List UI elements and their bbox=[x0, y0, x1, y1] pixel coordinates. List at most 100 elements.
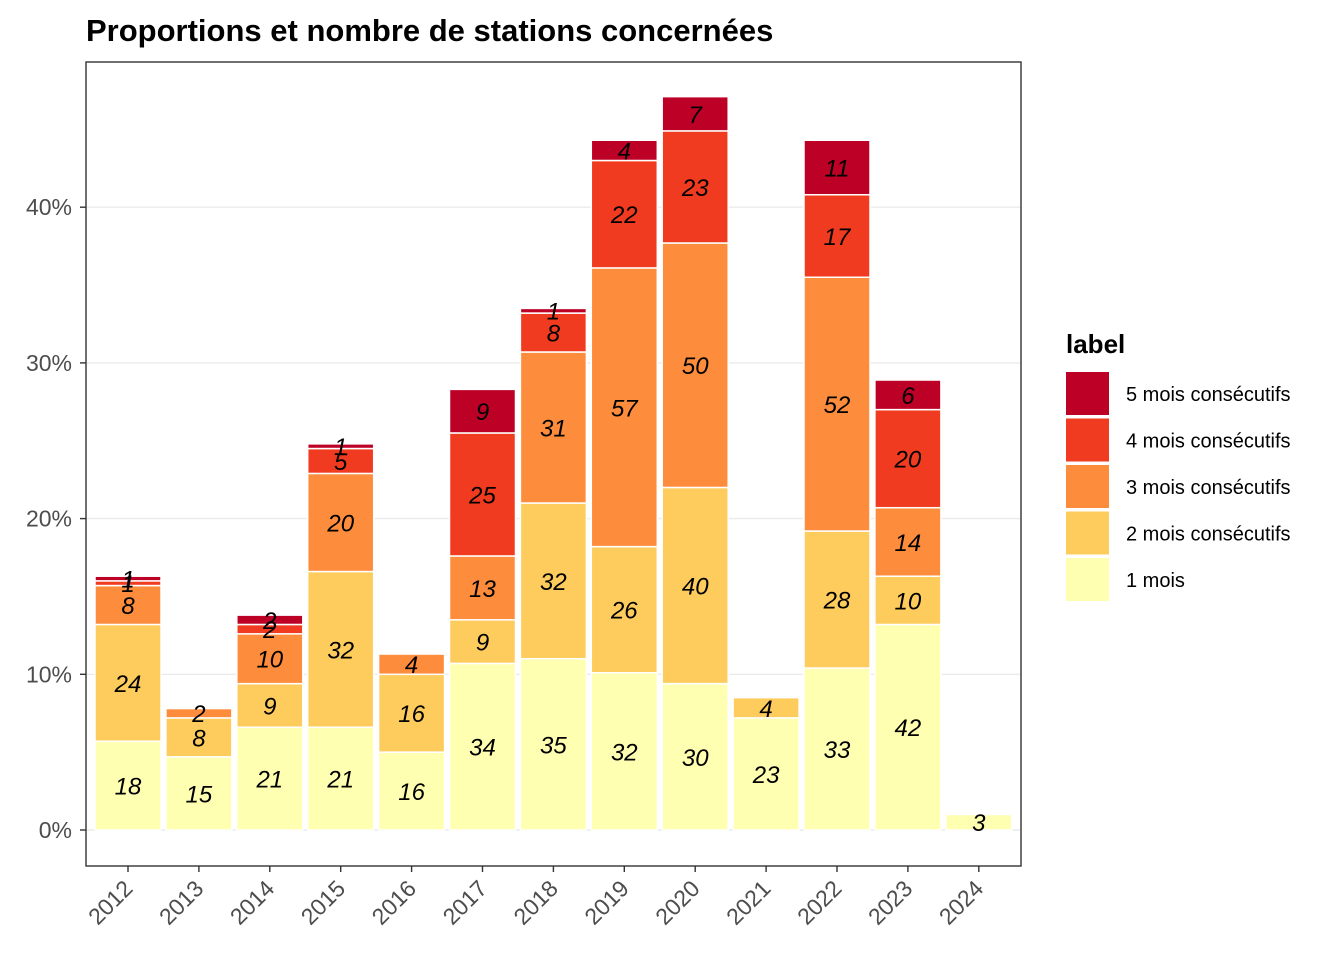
data-label-2023-series-4: 6 bbox=[901, 383, 915, 410]
y-tick-label-1: 10% bbox=[26, 661, 72, 687]
bar-2018-series-3 bbox=[519, 312, 588, 353]
data-label-2014-series-2: 10 bbox=[256, 647, 283, 674]
data-label-2012-series-3: 1 bbox=[121, 571, 134, 598]
data-label-2017-series-3: 25 bbox=[468, 482, 496, 509]
x-axis: 2012 2013 2014 2015 2016 2017 2018 2019 2020 2021… bbox=[83, 866, 989, 930]
data-label-2017-series-4: 9 bbox=[476, 399, 489, 426]
data-label-2023-series-0: 42 bbox=[895, 715, 922, 742]
chart-title: Proportions et nombre de stations concer… bbox=[86, 13, 773, 48]
legend-title: label bbox=[1066, 329, 1125, 359]
x-tick-label-2012: 2012 bbox=[83, 875, 138, 930]
bar-2017-series-3 bbox=[448, 432, 517, 557]
data-label-2021-series-1: 4 bbox=[759, 696, 772, 723]
data-label-2022-series-3: 17 bbox=[824, 224, 852, 251]
data-label-2016-series-0: 16 bbox=[398, 779, 425, 806]
data-label-2021-series-0: 23 bbox=[752, 762, 780, 789]
bar-2016-series-2 bbox=[377, 653, 446, 676]
bar-2012-series-0 bbox=[94, 740, 162, 831]
bar-2014-series-1 bbox=[236, 682, 304, 728]
bar-2023-series-1 bbox=[874, 575, 942, 626]
bar-2014-series-4 bbox=[236, 614, 304, 626]
legend-label-0: 5 mois consécutifs bbox=[1126, 384, 1291, 406]
bar-2016-series-0 bbox=[377, 751, 446, 831]
legend-label-4: 1 mois bbox=[1126, 570, 1185, 592]
bar-2012-series-4 bbox=[94, 575, 162, 582]
data-label-2019-series-3: 22 bbox=[610, 202, 638, 229]
data-label-2023-series-3: 20 bbox=[894, 447, 922, 474]
bar-2013-series-1 bbox=[165, 717, 233, 758]
bar-2016-series-1 bbox=[377, 673, 446, 753]
data-label-2013-series-2: 2 bbox=[191, 701, 205, 728]
data-label-2018-series-4: 1 bbox=[547, 299, 560, 326]
bars bbox=[94, 95, 1013, 831]
legend: label 5 mois consécutifs 4 mois consécuti… bbox=[1066, 329, 1291, 601]
bar-2020-series-4 bbox=[661, 95, 729, 132]
data-label-2014-series-0: 21 bbox=[255, 767, 283, 794]
data-label-2012-series-1: 24 bbox=[114, 671, 142, 698]
data-label-2022-series-4: 11 bbox=[825, 155, 850, 182]
data-label-2016-series-2: 4 bbox=[405, 652, 418, 679]
y-tick-label-2: 20% bbox=[26, 506, 72, 532]
data-label-2015-series-1: 32 bbox=[327, 637, 354, 664]
data-label-2017-series-2: 13 bbox=[469, 576, 496, 603]
segment-labels: 1824811158221910222132205116164349132593… bbox=[114, 102, 986, 837]
data-label-2015-series-4: 1 bbox=[334, 434, 347, 461]
bar-2015-series-1 bbox=[306, 570, 375, 728]
data-label-2015-series-2: 20 bbox=[326, 510, 354, 537]
bar-2013-series-0 bbox=[165, 756, 233, 831]
legend-label-2: 3 mois consécutifs bbox=[1126, 477, 1291, 499]
bar-2017-series-2 bbox=[448, 555, 517, 621]
data-label-2019-series-2: 57 bbox=[611, 395, 639, 422]
legend-key-2 bbox=[1066, 465, 1109, 508]
y-axis: 0% 10% 20% 30% 40% bbox=[26, 194, 86, 843]
bar-2022-series-1 bbox=[803, 530, 871, 669]
bar-2020-series-1 bbox=[661, 486, 729, 685]
data-label-2014-series-1: 9 bbox=[263, 693, 276, 720]
data-label-2017-series-0: 34 bbox=[469, 735, 496, 762]
bar-2013-series-2 bbox=[165, 707, 233, 719]
legend-key-3 bbox=[1066, 511, 1109, 555]
data-label-2020-series-4: 7 bbox=[689, 102, 704, 129]
bar-2014-series-0 bbox=[236, 726, 304, 831]
bar-2017-series-4 bbox=[448, 388, 517, 434]
bar-2022-series-2 bbox=[803, 276, 871, 532]
y-tick-label-4: 40% bbox=[26, 194, 72, 220]
data-label-2022-series-0: 33 bbox=[824, 737, 851, 764]
data-label-2018-series-1: 32 bbox=[540, 569, 567, 596]
x-tick-label-2019: 2019 bbox=[579, 875, 634, 930]
bar-2024-series-0 bbox=[945, 813, 1013, 831]
data-label-2023-series-1: 10 bbox=[895, 588, 922, 615]
data-label-2016-series-1: 16 bbox=[398, 701, 425, 728]
x-tick-label-2024: 2024 bbox=[934, 875, 989, 930]
data-label-2020-series-3: 23 bbox=[681, 175, 709, 202]
y-tick-label-0: 0% bbox=[39, 817, 72, 843]
x-tick-label-2023: 2023 bbox=[863, 875, 918, 930]
x-tick-label-2015: 2015 bbox=[296, 875, 351, 930]
bar-2015-series-0 bbox=[306, 726, 375, 831]
bar-2020-series-0 bbox=[661, 682, 729, 831]
data-label-2017-series-1: 9 bbox=[476, 630, 489, 657]
data-label-2024-series-0: 3 bbox=[972, 810, 986, 837]
bar-2017-series-0 bbox=[448, 662, 517, 831]
data-label-2012-series-2: 8 bbox=[121, 593, 135, 620]
bar-2023-series-4 bbox=[874, 379, 942, 411]
legend-key-4 bbox=[1066, 558, 1109, 601]
data-label-2015-series-0: 21 bbox=[326, 767, 354, 794]
bar-2015-series-4 bbox=[306, 443, 375, 450]
bar-2023-series-2 bbox=[874, 506, 942, 577]
bar-2018-series-1 bbox=[519, 502, 588, 660]
x-tick-label-2018: 2018 bbox=[508, 875, 563, 930]
data-label-2013-series-1: 8 bbox=[192, 725, 206, 752]
bar-2020-series-3 bbox=[661, 130, 729, 244]
bar-2019-series-3 bbox=[590, 159, 659, 269]
bar-2019-series-4 bbox=[590, 139, 659, 162]
bar-2023-series-0 bbox=[874, 623, 942, 831]
x-tick-label-2017: 2017 bbox=[437, 875, 492, 930]
x-tick-label-2014: 2014 bbox=[225, 875, 280, 930]
bar-2014-series-2 bbox=[236, 633, 304, 685]
legend-key-0 bbox=[1066, 372, 1109, 415]
x-tick-label-2016: 2016 bbox=[367, 875, 422, 930]
bar-2020-series-2 bbox=[661, 242, 729, 489]
y-tick-label-3: 30% bbox=[26, 350, 72, 376]
bar-2012-series-1 bbox=[94, 623, 162, 743]
